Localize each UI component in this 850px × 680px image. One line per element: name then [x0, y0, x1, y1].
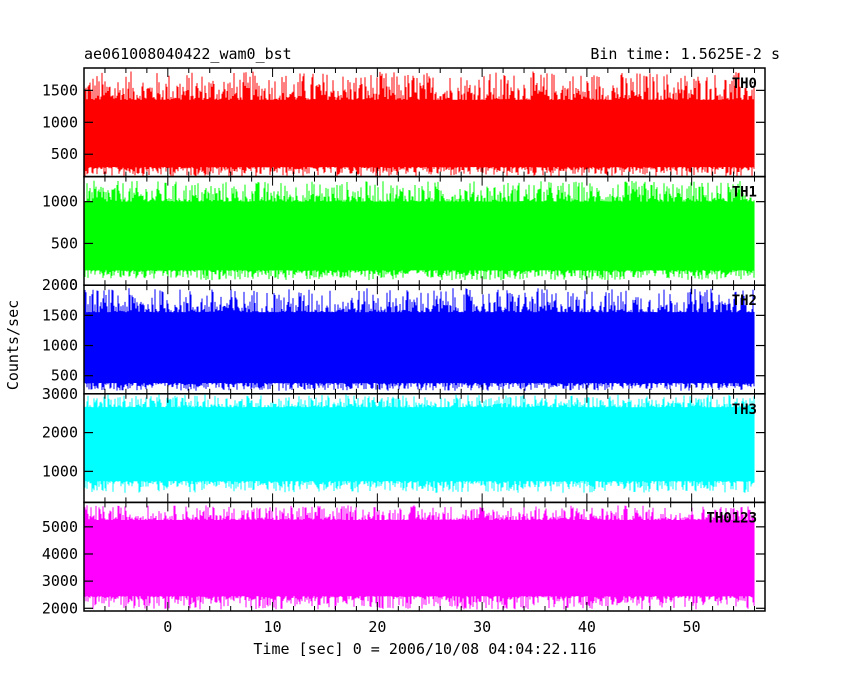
- series-label-th0123: TH0123: [706, 510, 757, 526]
- series-line-th0: [84, 71, 755, 177]
- x-tick-label: 50: [683, 618, 701, 636]
- series-label-th1: TH1: [732, 185, 757, 201]
- y-tick-label: 3000: [42, 572, 78, 590]
- y-tick-label: 1000: [42, 113, 78, 131]
- panel-th1: 0 500 1000 TH1: [42, 175, 766, 294]
- panel-th3: 1000 2000 3000 TH3: [42, 385, 766, 504]
- y-tick-label: 4000: [42, 545, 78, 563]
- y-tick-label: 2000: [42, 276, 78, 294]
- series-label-th2: TH2: [732, 293, 757, 309]
- y-tick-label: 2000: [42, 599, 78, 617]
- y-tick-label: 500: [51, 367, 78, 385]
- x-tick-label: 20: [368, 618, 386, 636]
- panel-th0123: 2000 3000 4000 5000 TH0123: [42, 501, 766, 617]
- panel-frame: [83, 501, 766, 612]
- panel-th2: 500 1000 1500 2000 TH2: [42, 276, 766, 395]
- bin-time-label: Bin time: 1.5625E-2 s: [590, 45, 780, 63]
- series-label-th3: TH3: [732, 402, 757, 418]
- series-line-th0123: [84, 505, 755, 610]
- series-line-th1: [84, 180, 755, 281]
- y-tick-label: 1500: [42, 81, 78, 99]
- chart-title: ae061008040422_wam0_bst: [84, 45, 292, 63]
- y-tick-label: 1500: [42, 306, 78, 324]
- y-tick-label: 3000: [42, 385, 78, 403]
- y-tick-label: 500: [51, 234, 78, 252]
- y-tick-label: 1000: [42, 337, 78, 355]
- series-line-th3: [84, 394, 755, 493]
- series-line-th2: [84, 288, 755, 391]
- y-tick-label: 2000: [42, 424, 78, 442]
- y-tick-label: 1000: [42, 462, 78, 480]
- panel-th0: 500 1000 1500 TH0: [42, 67, 766, 178]
- x-tick-label: 10: [264, 618, 282, 636]
- x-tick-label: 40: [578, 618, 596, 636]
- y-tick-label: 0: [69, 276, 78, 294]
- y-tick-label: 500: [51, 145, 78, 163]
- x-tick-label: 0: [163, 618, 172, 636]
- y-tick-label: 1000: [42, 193, 78, 211]
- series-label-th0: TH0: [732, 76, 757, 92]
- x-axis-title: Time [sec] 0 = 2006/10/08 04:04:22.116: [253, 640, 596, 658]
- y-axis-title: Counts/sec: [4, 300, 22, 390]
- x-tick-label: 30: [473, 618, 491, 636]
- y-tick-label: 5000: [42, 518, 78, 536]
